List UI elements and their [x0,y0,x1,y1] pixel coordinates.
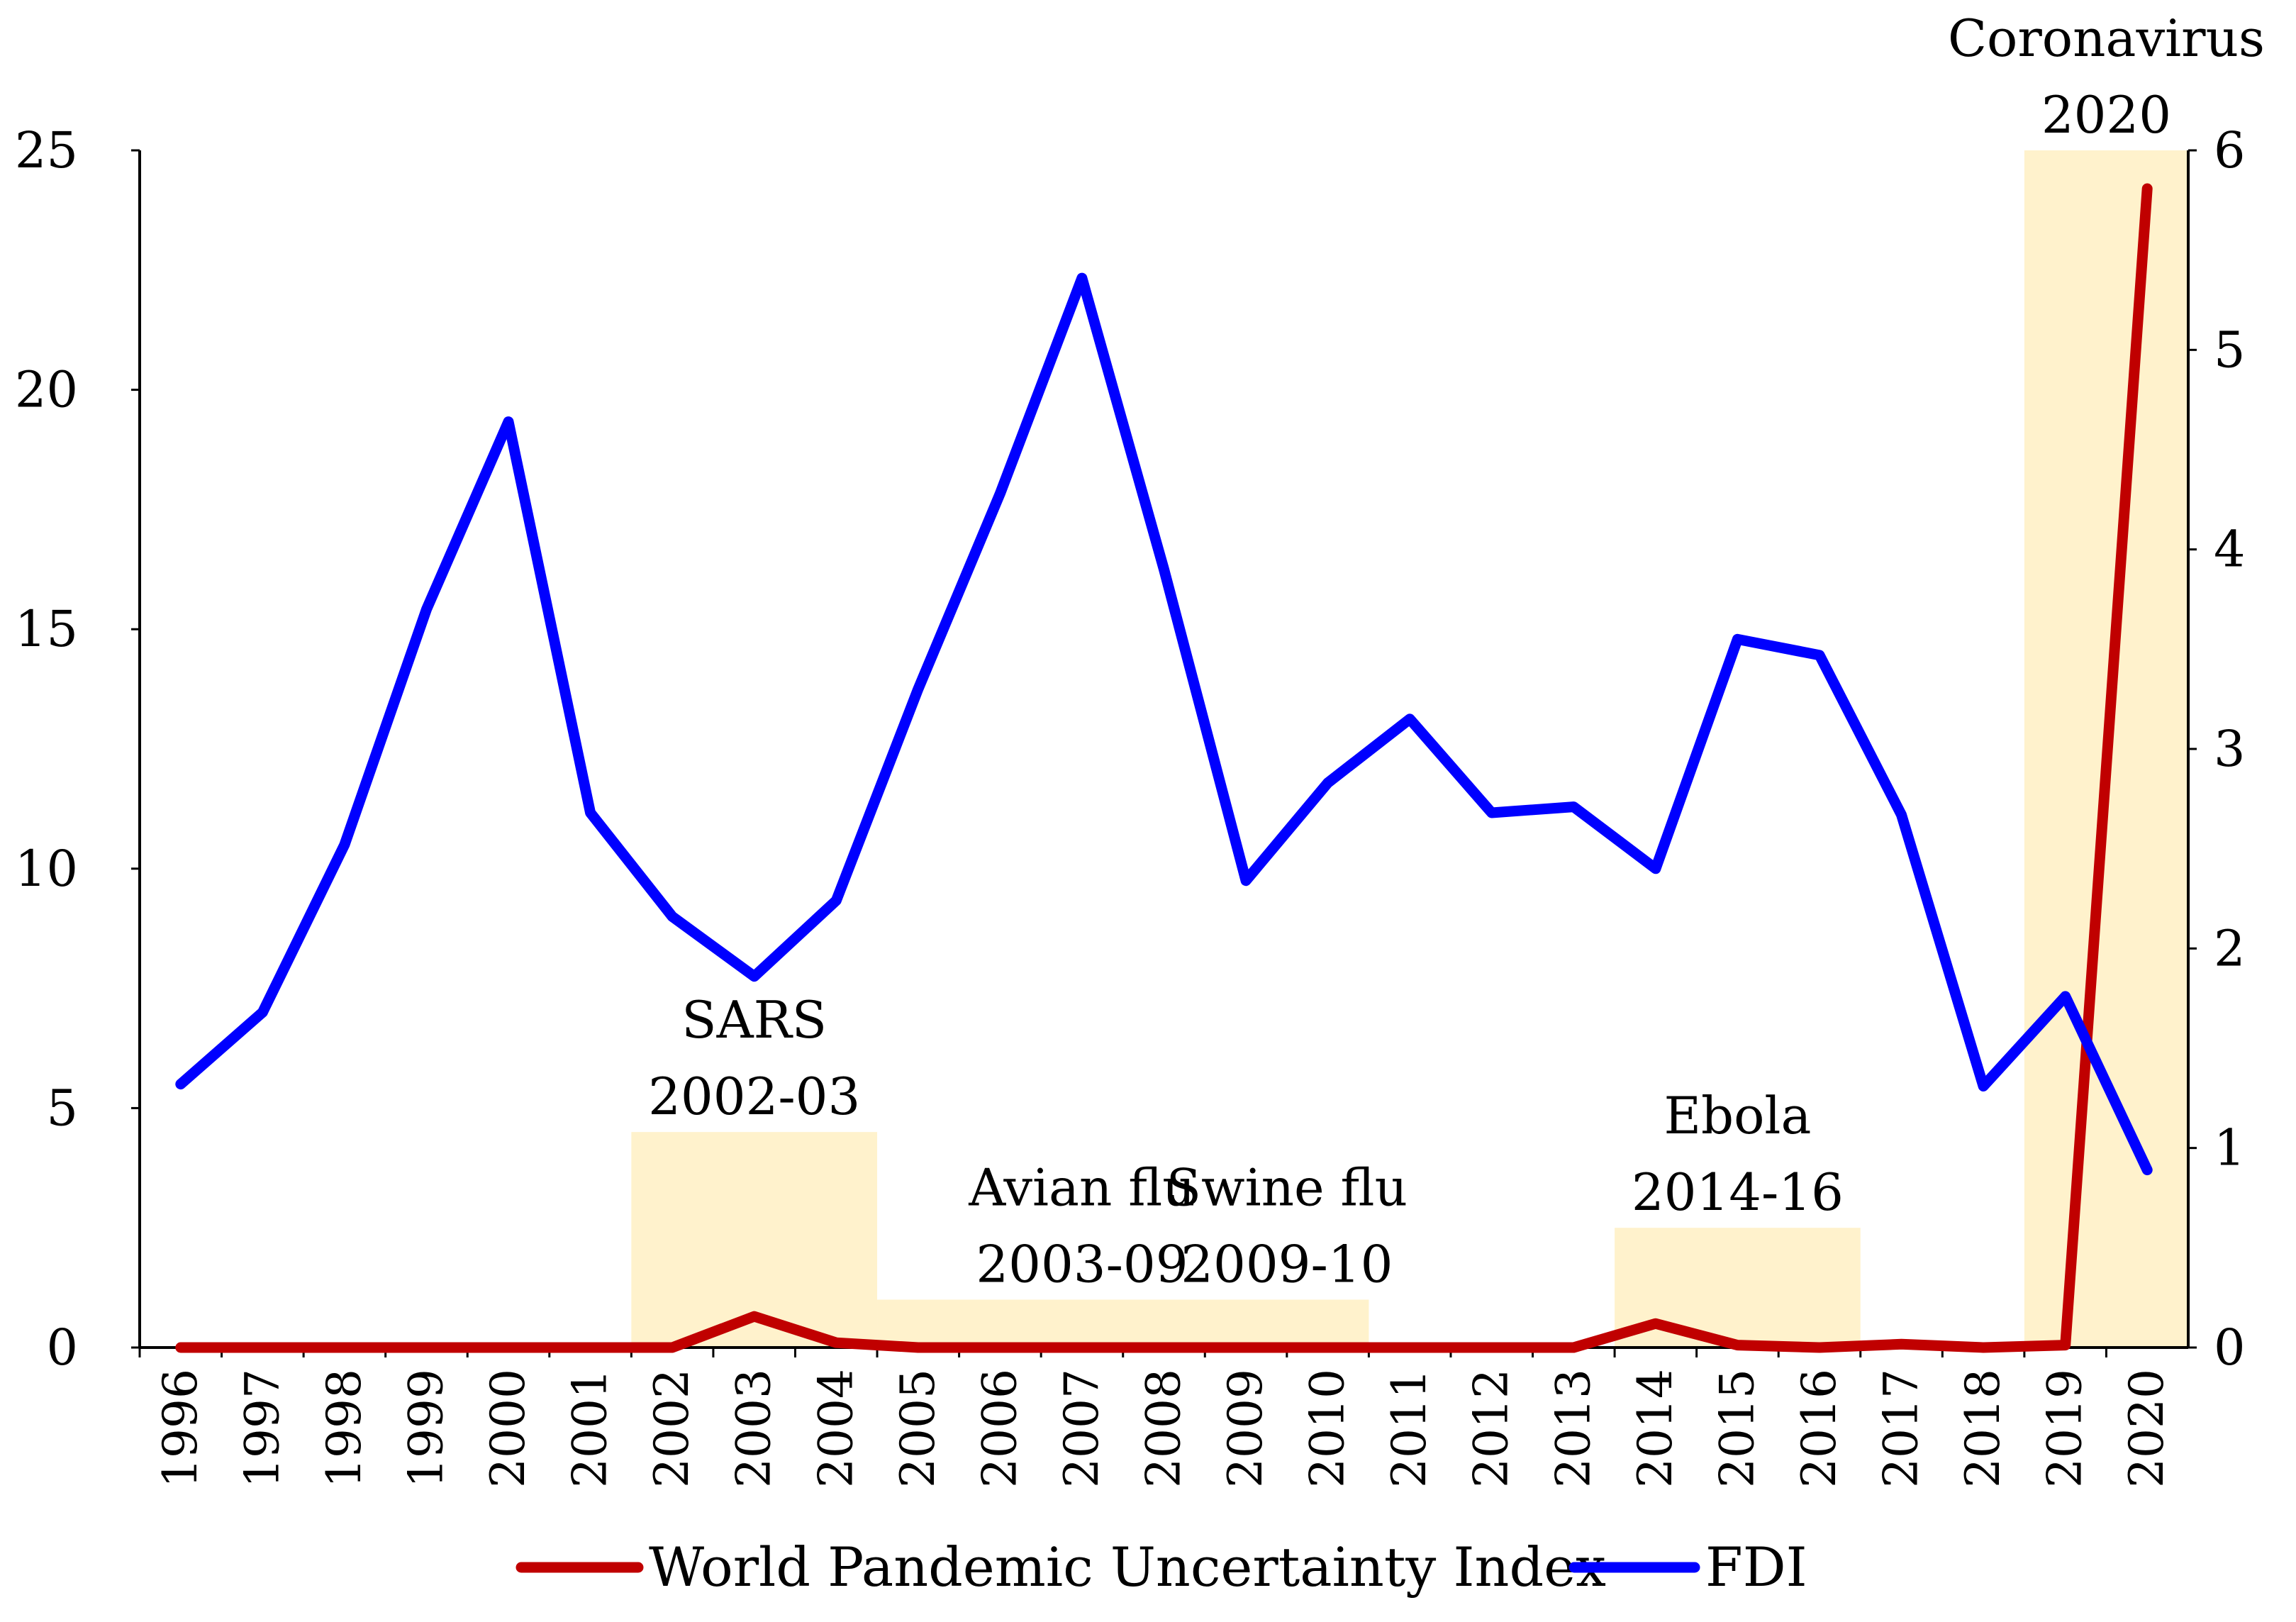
annotation-label: 2002-03 [648,1067,860,1126]
y-right-tick-label: 1 [2214,1119,2246,1177]
series-line-fdi [175,272,2153,1176]
x-tick-label: 2012 [1464,1369,1519,1488]
x-tick-label: 2006 [972,1369,1027,1488]
y-left-tick-label: 20 [15,361,78,419]
annotation-label: 2009-10 [1181,1234,1393,1294]
annotation-label: 2014-16 [1632,1162,1844,1222]
y-left-tick-label: 10 [15,840,78,898]
annotation-label: Swine flu [1166,1157,1408,1217]
x-tick-label: 2013 [1546,1369,1600,1488]
x-tick-label: 2010 [1300,1369,1355,1488]
annotation-label: 2020 [2041,85,2171,145]
y-right-tick-label: 2 [2214,919,2246,977]
x-tick-label: 2018 [1956,1369,2010,1488]
x-tick-label: 2020 [2119,1369,2174,1488]
shade-swine-flu [1205,1299,1369,1348]
series-line-world-pandemic-uncertainty-index [175,183,2153,1353]
x-tick-label: 2016 [1792,1369,1846,1488]
x-tick-label: 2015 [1710,1369,1764,1488]
series-lines [175,183,2153,1353]
axes: 0 5 10 15 20 25 0 1 2 3 4 5 6 1996 1997 1998 1999 2000 200… [15,121,2246,1488]
y-right-tick-label: 6 [2214,121,2246,179]
y-left-tick-label: 0 [46,1318,78,1377]
y-right-tick-label: 5 [2214,321,2246,379]
x-tick-label: 2011 [1382,1369,1437,1488]
x-tick-label: 2007 [1054,1369,1109,1488]
legend-label: FDI [1705,1535,1807,1599]
annotation-label: Ebola [1664,1086,1811,1145]
annotation-label: Avian flu [968,1157,1195,1217]
x-tick-label: 2000 [481,1369,535,1488]
shade-regions [631,150,2188,1348]
x-tick-label: 1997 [235,1369,289,1488]
annotation-label: Coronavirus [1948,9,2265,68]
y-left-tick-label: 25 [15,121,78,179]
x-tick-label: 1999 [399,1369,453,1488]
x-tick-label: 2004 [808,1369,863,1488]
x-tick-label: 2002 [645,1369,699,1488]
y-right-tick-label: 0 [2214,1318,2246,1377]
x-tick-label: 2009 [1218,1369,1273,1488]
x-tick-label: 2005 [891,1369,945,1488]
y-left-tick-label: 5 [46,1079,78,1137]
x-tick-label: 1996 [153,1369,208,1488]
annotations: SARS 2002-03 Avian flu 2003-09 Swine flu 2009… [648,9,2265,1294]
y-right-tick-label: 4 [2214,521,2246,579]
x-tick-label: 2019 [2038,1369,2092,1488]
y-left-tick-label: 15 [15,600,78,658]
x-tick-label: 2001 [563,1369,618,1488]
x-tick-label: 2014 [1628,1369,1683,1488]
y-right-tick-label: 3 [2214,720,2246,778]
annotation-label: 2003-09 [976,1234,1188,1294]
legend-label: World Pandemic Uncertainty Index [649,1535,1606,1599]
annotation-label: SARS [681,990,827,1050]
x-tick-label: 2003 [727,1369,781,1488]
x-tick-label: 2017 [1874,1369,1929,1488]
x-tick-label: 1998 [317,1369,372,1488]
x-tick-label: 2008 [1137,1369,1191,1488]
legend: World Pandemic Uncertainty Index FDI [516,1535,1807,1599]
